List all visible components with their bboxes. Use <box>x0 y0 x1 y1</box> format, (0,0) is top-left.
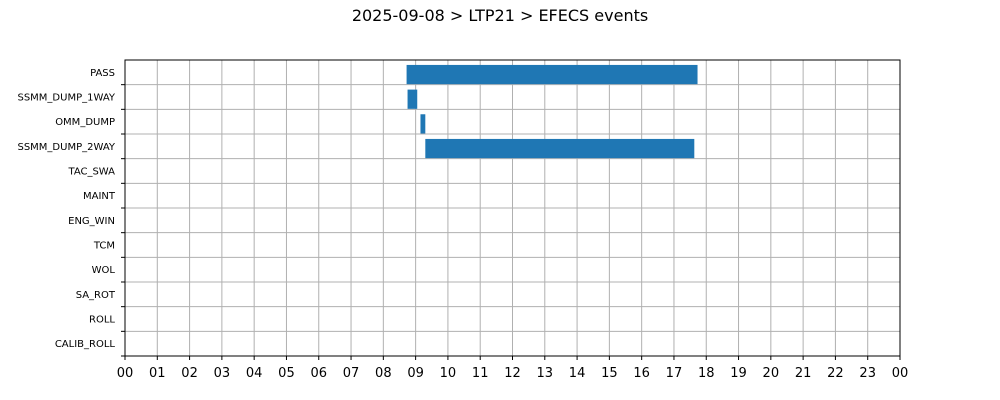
x-tick-label: 11 <box>472 366 489 381</box>
y-tick-label: TCM <box>93 241 115 252</box>
x-tick-label: 08 <box>375 366 392 381</box>
x-tick-label: 13 <box>537 366 554 381</box>
x-tick-label: 03 <box>214 366 231 381</box>
x-tick-label: 14 <box>569 366 586 381</box>
y-tick-label: OMM_DUMP <box>55 117 115 128</box>
x-tick-label: 19 <box>730 366 747 381</box>
x-tick-label: 20 <box>763 366 780 381</box>
grid-layer <box>124 60 901 356</box>
x-tick-label: 01 <box>149 366 166 381</box>
x-tick-label: 15 <box>601 366 618 381</box>
y-tick-label: ROLL <box>89 315 115 326</box>
event-bar-ssmm-dump-2way <box>425 138 695 159</box>
y-tick-label: WOL <box>92 265 116 276</box>
x-tick-label: 06 <box>310 366 327 381</box>
x-ticks-layer: 00 01 02 03 04 05 06 07 08 09 10 11 12 13 14 15 16 17 18 19… <box>117 356 909 381</box>
x-tick-label: 18 <box>698 366 715 381</box>
y-tick-label: SSMM_DUMP_2WAY <box>17 142 115 153</box>
chart-title: 2025-09-08 > LTP21 > EFECS events <box>351 6 649 25</box>
y-tick-label: SSMM_DUMP_1WAY <box>17 93 115 104</box>
y-tick-label: ENG_WIN <box>68 216 115 227</box>
x-tick-label: 07 <box>343 366 360 381</box>
y-ticks-layer: PASS SSMM_DUMP_1WAY OMM_DUMP SSMM_DUMP_2WAY… <box>17 68 125 357</box>
x-tick-label: 12 <box>504 366 521 381</box>
y-tick-label: CALIB_ROLL <box>55 339 116 350</box>
x-tick-label: 16 <box>633 366 650 381</box>
y-tick-label: MAINT <box>83 191 116 202</box>
x-tick-label: 10 <box>440 366 457 381</box>
x-tick-label: 04 <box>246 366 263 381</box>
y-tick-label: PASS <box>90 68 115 79</box>
x-tick-label: 21 <box>795 366 812 381</box>
y-tick-label: SA_ROT <box>76 290 116 301</box>
x-tick-label: 23 <box>859 366 876 381</box>
x-tick-label: 00 <box>117 366 134 381</box>
y-tick-label: TAC_SWA <box>67 167 115 178</box>
x-tick-label: 22 <box>827 366 844 381</box>
bars-layer <box>406 64 698 159</box>
event-bar-ssmm-dump-1way <box>407 89 418 109</box>
x-tick-label: 02 <box>181 366 198 381</box>
event-bar-omm-dump <box>420 114 426 134</box>
event-bar-pass <box>406 64 698 85</box>
x-tick-label: 00 <box>892 366 909 381</box>
x-tick-label: 05 <box>278 366 295 381</box>
x-tick-label: 09 <box>407 366 424 381</box>
x-tick-label: 17 <box>666 366 683 381</box>
